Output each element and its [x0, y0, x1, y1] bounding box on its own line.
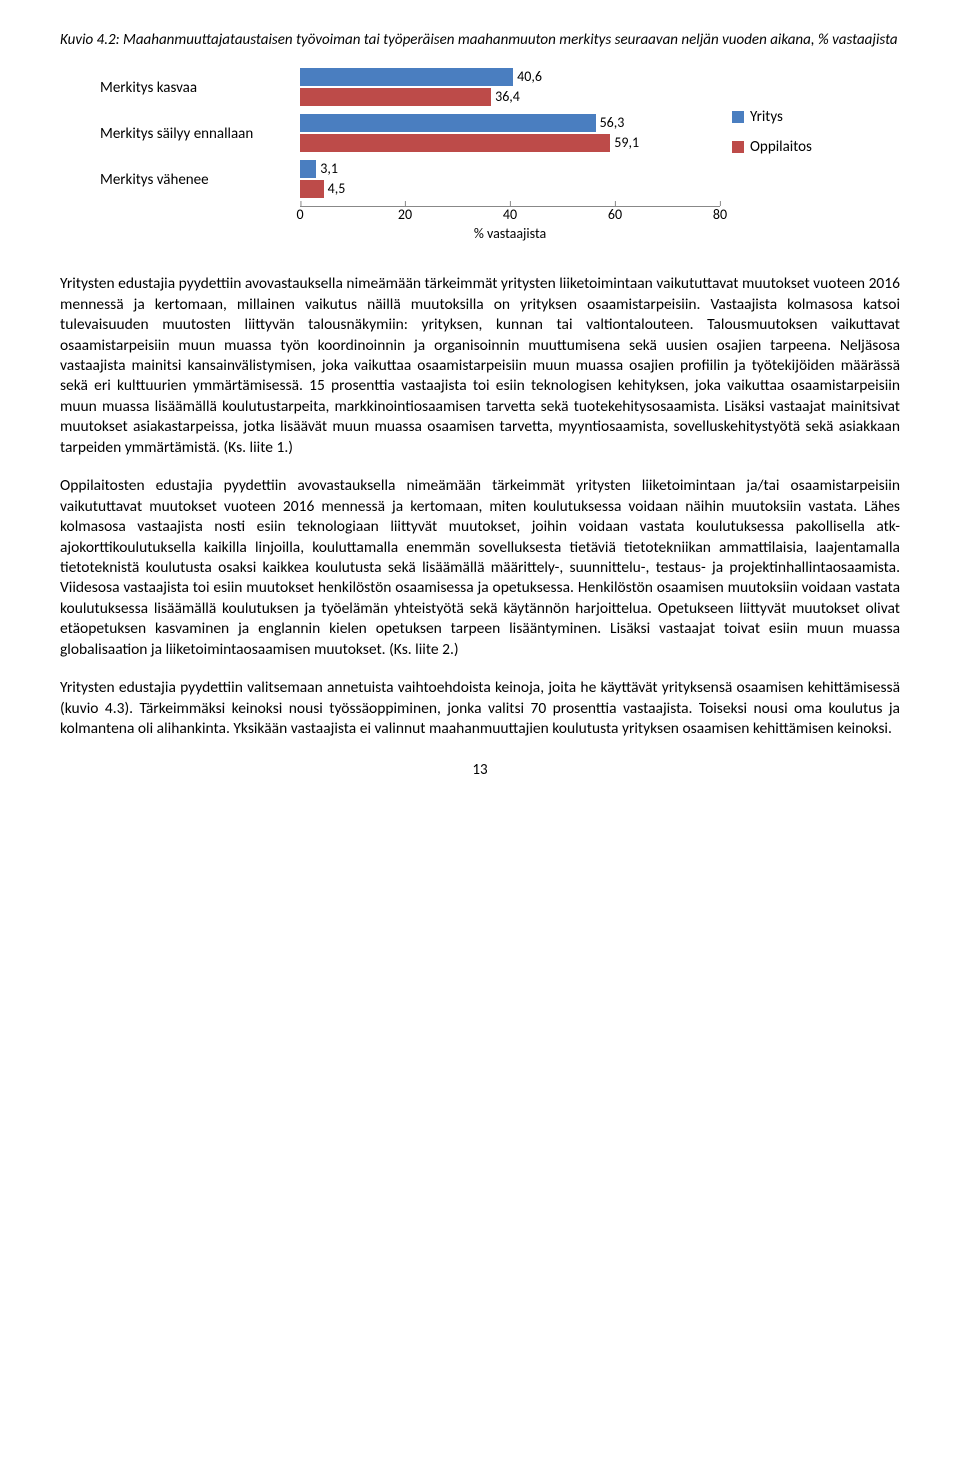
legend-label: Oppilaitos — [750, 137, 812, 157]
chart-category-row: Merkitys vähenee 3,14,5 — [100, 160, 720, 200]
bar-value-label: 36,4 — [495, 88, 520, 107]
legend-item: Yritys — [732, 107, 812, 127]
axis-tick: 80 — [713, 206, 727, 225]
bar-value-label: 3,1 — [320, 160, 338, 179]
x-axis-title: % vastaajista — [300, 225, 720, 244]
bar — [300, 68, 513, 86]
bar — [300, 114, 596, 132]
bar — [300, 134, 610, 152]
category-label: Merkitys kasvaa — [100, 78, 300, 98]
bar — [300, 160, 316, 178]
category-label: Merkitys säilyy ennallaan — [100, 124, 300, 144]
axis-tick: 60 — [608, 206, 622, 225]
legend-item: Oppilaitos — [732, 137, 812, 157]
axis-tick: 0 — [296, 206, 303, 225]
chart-legend: Yritys Oppilaitos — [732, 107, 812, 168]
chart-category-row: Merkitys kasvaa 40,636,4 — [100, 68, 720, 108]
legend-label: Yritys — [750, 107, 783, 127]
legend-swatch — [732, 141, 744, 153]
x-axis: 020406080 % vastaajista — [300, 206, 720, 244]
category-label: Merkitys vähenee — [100, 170, 300, 190]
legend-swatch — [732, 111, 744, 123]
bar-value-label: 40,6 — [517, 68, 542, 87]
body-paragraph: Yritysten edustajia pyydettiin avovastau… — [60, 274, 900, 458]
bar-value-label: 59,1 — [614, 134, 639, 153]
axis-tick: 40 — [503, 206, 517, 225]
bar-value-label: 56,3 — [600, 114, 625, 133]
body-paragraph: Yritysten edustajia pyydettiin valitsema… — [60, 678, 900, 739]
bar-value-label: 4,5 — [328, 180, 346, 199]
axis-tick: 20 — [398, 206, 412, 225]
bar — [300, 180, 324, 198]
page-number: 13 — [60, 760, 900, 780]
bar-chart: Merkitys kasvaa 40,636,4 Merkitys säilyy e… — [100, 68, 900, 244]
body-paragraph: Oppilaitosten edustajia pyydettiin avova… — [60, 476, 900, 660]
figure-caption: Kuvio 4.2: Maahanmuuttajataustaisen työv… — [60, 30, 900, 50]
bar — [300, 88, 491, 106]
chart-category-row: Merkitys säilyy ennallaan 56,359,1 — [100, 114, 720, 154]
